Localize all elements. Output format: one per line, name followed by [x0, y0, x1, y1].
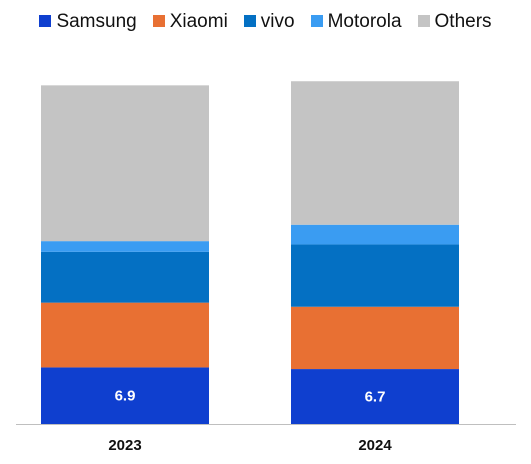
legend-item-samsung: Samsung — [39, 10, 137, 32]
data-label-samsung-2023: 6.9 — [115, 388, 136, 405]
legend-item-others: Others — [417, 10, 492, 32]
bar-segment-motorola-2023 — [41, 241, 209, 252]
legend-item-motorola: Motorola — [310, 10, 402, 32]
legend-swatch-xiaomi — [152, 15, 165, 27]
bar-segment-vivo-2024 — [291, 244, 459, 307]
bar-segment-vivo-2023 — [41, 251, 209, 303]
legend-swatch-others — [417, 15, 430, 27]
bar-segment-others-2023 — [41, 85, 209, 242]
legend-item-vivo: vivo — [243, 10, 295, 32]
legend-label-motorola: Motorola — [327, 10, 402, 32]
x-tick-label-2024: 2024 — [358, 437, 392, 454]
legend-swatch-samsung — [39, 15, 52, 27]
bar-segment-xiaomi-2024 — [291, 306, 459, 370]
bar-segment-samsung-2024 — [291, 369, 459, 424]
legend-label-xiaomi: Xiaomi — [169, 10, 228, 32]
bar-segment-xiaomi-2023 — [41, 302, 209, 368]
legend-label-samsung: Samsung — [56, 10, 137, 32]
x-tick-label-2023: 2023 — [108, 437, 141, 454]
legend-swatch-motorola — [310, 15, 323, 27]
bar-segment-samsung-2023 — [41, 367, 209, 424]
chart-legend: Samsung Xiaomi vivo Motorola Others — [0, 7, 531, 35]
legend-item-xiaomi: Xiaomi — [152, 10, 228, 32]
data-label-samsung-2024: 6.7 — [365, 389, 386, 406]
bar-segment-others-2024 — [291, 81, 459, 225]
bar-segment-motorola-2024 — [291, 224, 459, 245]
legend-swatch-vivo — [243, 15, 256, 27]
legend-label-others: Others — [434, 10, 492, 32]
legend-label-vivo: vivo — [260, 10, 295, 32]
